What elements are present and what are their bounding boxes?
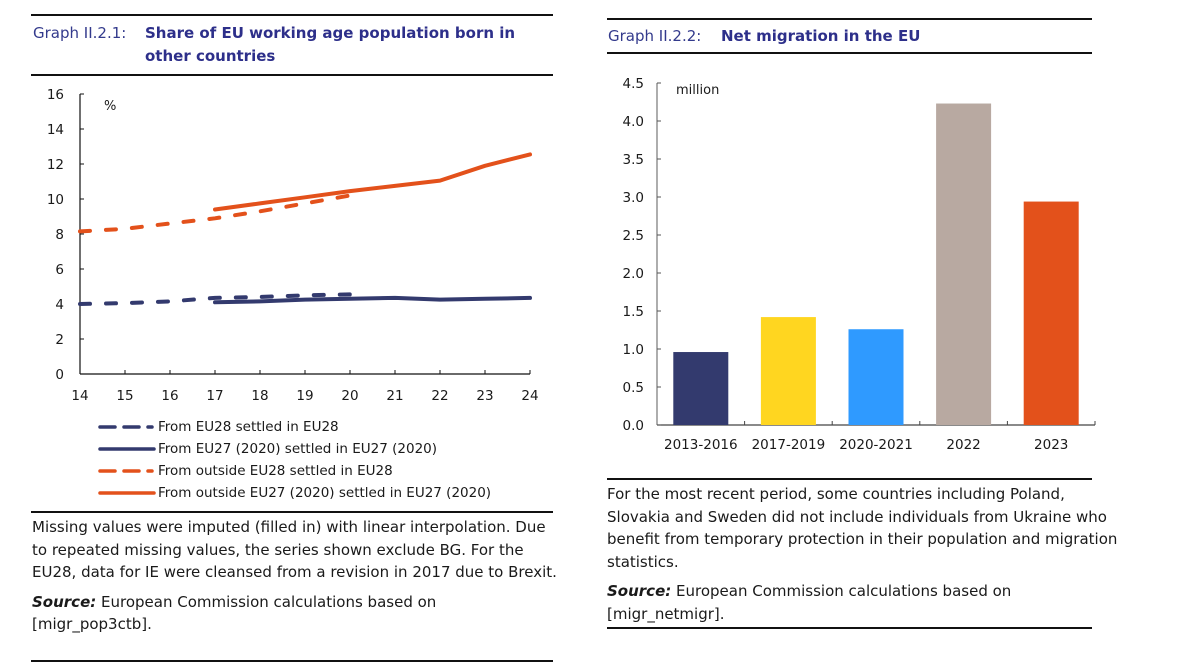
legend-item: From outside EU27 (2020) settled in EU27… xyxy=(96,482,491,504)
y-tick-label: 10 xyxy=(47,192,64,208)
y-tick-label: 0.5 xyxy=(623,380,644,396)
graph2-top-rule xyxy=(607,18,1092,20)
legend-item: From EU27 (2020) settled in EU27 (2020) xyxy=(96,438,491,460)
y-tick-label: 8 xyxy=(55,227,64,243)
y-tick-label: 3.5 xyxy=(623,152,644,168)
x-tick-label: 21 xyxy=(386,388,403,404)
legend-label: From outside EU27 (2020) settled in EU27… xyxy=(158,485,492,501)
graph2-source-label: Source: xyxy=(607,582,672,600)
bar-2023 xyxy=(1023,201,1079,425)
x-tick-label: 2022 xyxy=(946,437,980,453)
y-tick-label: 1.5 xyxy=(623,304,644,320)
legend-swatch-solid-navy xyxy=(98,447,156,451)
bar-2017-2019 xyxy=(760,317,816,425)
graph1-number: Graph II.2.1: xyxy=(33,24,127,42)
x-tick-label: 14 xyxy=(71,388,88,404)
chart1-y-unit-label: % xyxy=(104,99,116,114)
graph1-bottom-rule xyxy=(31,660,553,662)
graph1-notes-rule xyxy=(31,511,553,513)
graph2-note-text: For the most recent period, some countri… xyxy=(607,485,1118,571)
x-tick-label: 22 xyxy=(431,388,448,404)
y-tick-label: 0.0 xyxy=(623,418,644,434)
graph1-top-rule xyxy=(31,14,553,16)
legend-item: From EU28 settled in EU28 xyxy=(96,416,491,438)
x-tick-label: 23 xyxy=(476,388,493,404)
chart2-bars xyxy=(673,103,1079,426)
x-tick-label: 2017-2019 xyxy=(752,437,826,453)
y-tick-label: 3.0 xyxy=(623,190,644,206)
graph2-header-rule xyxy=(607,52,1092,54)
graph1-note-text: Missing values were imputed (filled in) … xyxy=(32,518,557,581)
chart2-axes: 0.0 0.5 1.0 1.5 2.0 2.5 3.0 3.5 4.0 4.5 2013-2016 2… xyxy=(623,76,1096,453)
graph2-source-text: European Commission calculations based o… xyxy=(607,582,1012,623)
graph2-source: Source: European Commission calculations… xyxy=(607,580,1127,625)
x-tick-label: 2020-2021 xyxy=(839,437,913,453)
y-tick-label: 14 xyxy=(47,122,64,138)
graph1-title-line2: other countries xyxy=(145,47,276,65)
legend-label: From outside EU28 settled in EU28 xyxy=(158,463,393,479)
y-tick-label: 1.0 xyxy=(623,342,644,358)
x-tick-label: 20 xyxy=(341,388,358,404)
x-tick-label: 24 xyxy=(521,388,538,404)
series-line-from-eu27-2020-settled-in-eu27-2020- xyxy=(213,295,532,305)
y-tick-label: 2 xyxy=(55,332,64,348)
legend-swatch-solid-orange xyxy=(98,491,156,495)
graph2-notes: For the most recent period, some countri… xyxy=(607,483,1127,625)
series-line-from-outside-eu28-settled-in-eu28 xyxy=(78,193,352,234)
series-line-from-eu28-settled-in-eu28 xyxy=(78,292,352,306)
legend-swatch-dashed-orange xyxy=(98,469,154,473)
graph2-notes-rule xyxy=(607,478,1092,480)
bar-2020-2021 xyxy=(848,329,904,425)
x-tick-label: 2013-2016 xyxy=(664,437,738,453)
chart1-legend: From EU28 settled in EU28 From EU27 (202… xyxy=(96,416,491,504)
graph2-title: Net migration in the EU xyxy=(721,27,921,45)
legend-item: From outside EU28 settled in EU28 xyxy=(96,460,491,482)
y-tick-label: 4.0 xyxy=(623,114,644,130)
chart2-y-unit-label: million xyxy=(676,83,719,98)
series-line-from-outside-eu27-2020-settled-in-eu27-2020- xyxy=(213,152,532,212)
chart1-lines xyxy=(78,152,532,306)
y-tick-label: 12 xyxy=(47,157,64,173)
y-tick-label: 2.5 xyxy=(623,228,644,244)
x-tick-label: 18 xyxy=(251,388,268,404)
graph2-title-block: Graph II.2.2: Net migration in the EU xyxy=(608,25,1093,48)
legend-label: From EU27 (2020) settled in EU27 (2020) xyxy=(158,441,438,457)
y-tick-label: 16 xyxy=(47,87,64,103)
x-tick-label: 16 xyxy=(161,388,178,404)
bar-2022 xyxy=(936,103,992,426)
graph1-header-rule xyxy=(31,74,553,76)
graph1-title-block: Graph II.2.1: Share of EU working age po… xyxy=(33,22,553,68)
y-tick-label: 4 xyxy=(55,297,64,313)
bar-chart: 0.0 0.5 1.0 1.5 2.0 2.5 3.0 3.5 4.0 4.5 2013-2016 2… xyxy=(623,76,1096,453)
y-tick-label: 6 xyxy=(55,262,64,278)
legend-label: From EU28 settled in EU28 xyxy=(158,419,339,435)
graph2-bottom-rule xyxy=(607,627,1092,629)
graph1-source: Source: European Commission calculations… xyxy=(32,591,557,636)
x-tick-label: 17 xyxy=(206,388,223,404)
graph1-title-line1: Share of EU working age population born … xyxy=(145,24,516,42)
bar-2013-2016 xyxy=(673,352,729,425)
legend-swatch-dashed-navy xyxy=(98,425,154,429)
graph1-source-text: European Commission calculations based o… xyxy=(32,592,437,634)
graph1-source-label: Source: xyxy=(32,592,97,611)
x-tick-label: 19 xyxy=(296,388,313,404)
y-tick-label: 2.0 xyxy=(623,266,644,282)
y-tick-label: 0 xyxy=(55,367,64,383)
graph2-number: Graph II.2.2: xyxy=(608,27,702,45)
x-tick-label: 2023 xyxy=(1034,437,1068,453)
y-tick-label: 4.5 xyxy=(623,76,644,92)
x-tick-label: 15 xyxy=(116,388,133,404)
graph1-notes: Missing values were imputed (filled in) … xyxy=(32,516,557,636)
